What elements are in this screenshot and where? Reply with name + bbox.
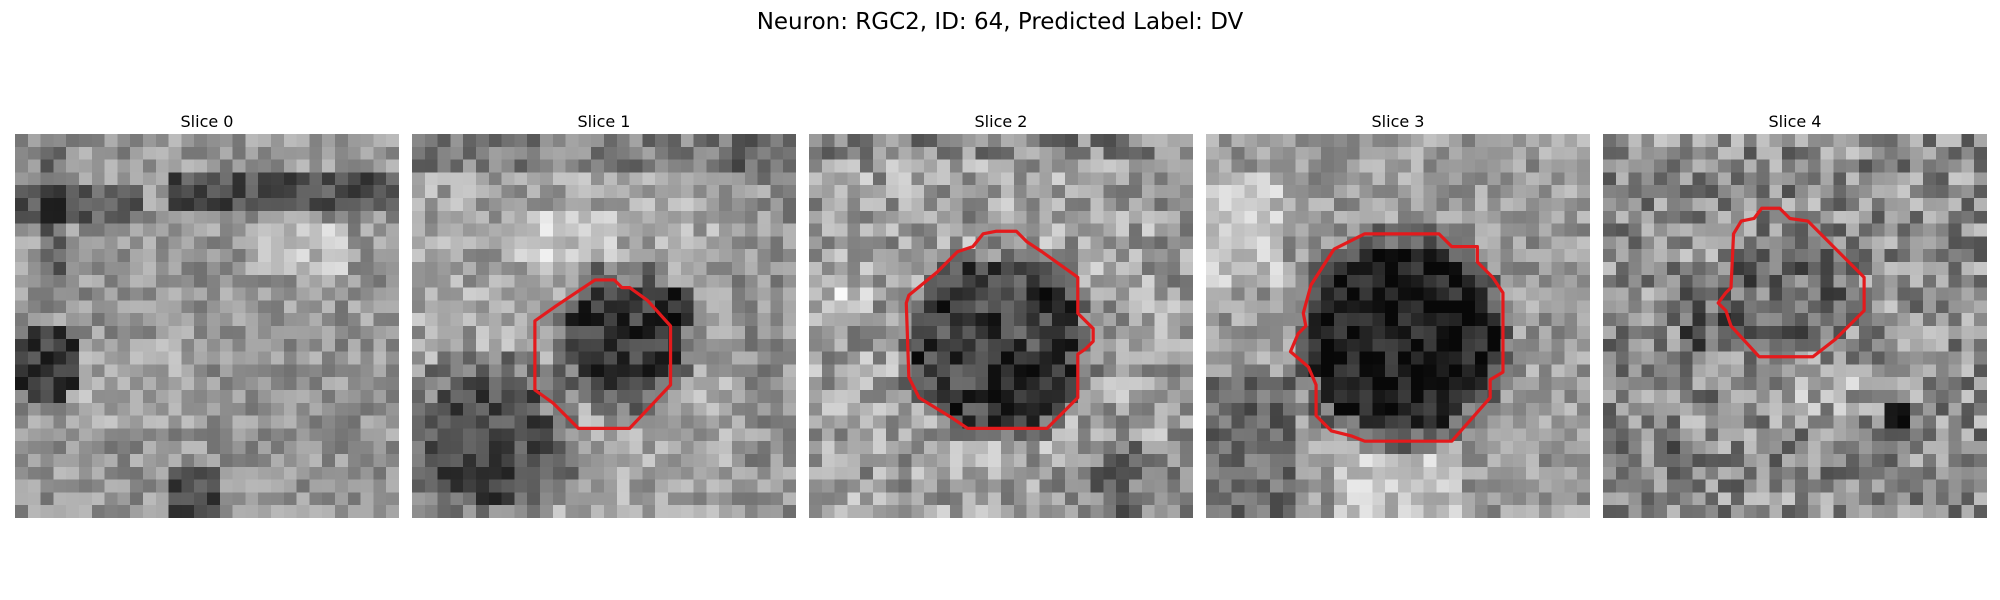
slice-title-1: Slice 1 (577, 112, 631, 131)
contour-outline-4 (1716, 206, 1866, 359)
slice-panel-1: Slice 1 (412, 112, 796, 522)
slice-panel-4: Slice 4 (1603, 112, 1987, 522)
slice-image-0 (15, 134, 399, 518)
slice-title-0: Slice 0 (180, 112, 234, 131)
slice-title-2: Slice 2 (974, 112, 1028, 131)
slice-panel-0: Slice 0 (15, 112, 399, 522)
contour-outline-3 (1288, 232, 1505, 443)
contour-outline-1 (533, 278, 673, 431)
slice-panel-3: Slice 3 (1206, 112, 1590, 522)
slice-image-2 (809, 134, 1193, 518)
contour-outline-2 (904, 229, 1095, 431)
slice-title-3: Slice 3 (1371, 112, 1425, 131)
figure-title: Neuron: RGC2, ID: 64, Predicted Label: D… (756, 9, 1244, 35)
slice-image-3 (1206, 134, 1590, 518)
slice-panel-2: Slice 2 (809, 112, 1193, 522)
slice-image-4 (1603, 134, 1987, 518)
slice-title-4: Slice 4 (1768, 112, 1822, 131)
slice-image-1 (412, 134, 796, 518)
